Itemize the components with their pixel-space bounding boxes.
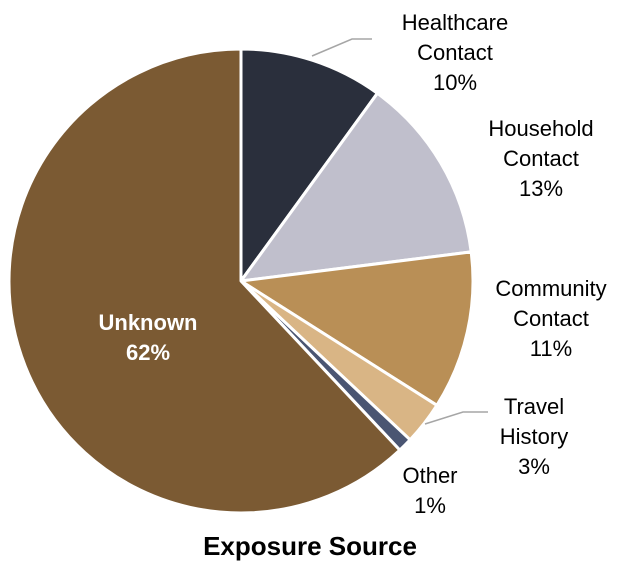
leader-lines [311, 38, 488, 425]
leader-line-travel-history [424, 411, 488, 425]
slice-label-other: Other 1% [402, 463, 457, 518]
pie-slice-unknown [7, 47, 402, 515]
slice-label-community-contact: Community Contact 11% [495, 276, 606, 361]
slice-label-household-contact: Household Contact 13% [488, 116, 593, 201]
slice-labels: Healthcare Contact 10% Household Contact 13% C… [99, 10, 607, 518]
pie-slice-healthcare-contact [239, 47, 379, 283]
chart-title: Exposure Source [203, 531, 417, 561]
slice-label-unknown: Unknown 62% [99, 310, 198, 365]
pie-slice-community-contact [239, 250, 475, 407]
slice-label-healthcare-contact: Healthcare Contact 10% [402, 10, 508, 95]
leader-line-healthcare-contact [311, 38, 372, 57]
pie-slice-household-contact [239, 91, 473, 283]
slice-label-travel-history: Travel History 3% [500, 394, 568, 479]
pie-slices [7, 47, 475, 515]
